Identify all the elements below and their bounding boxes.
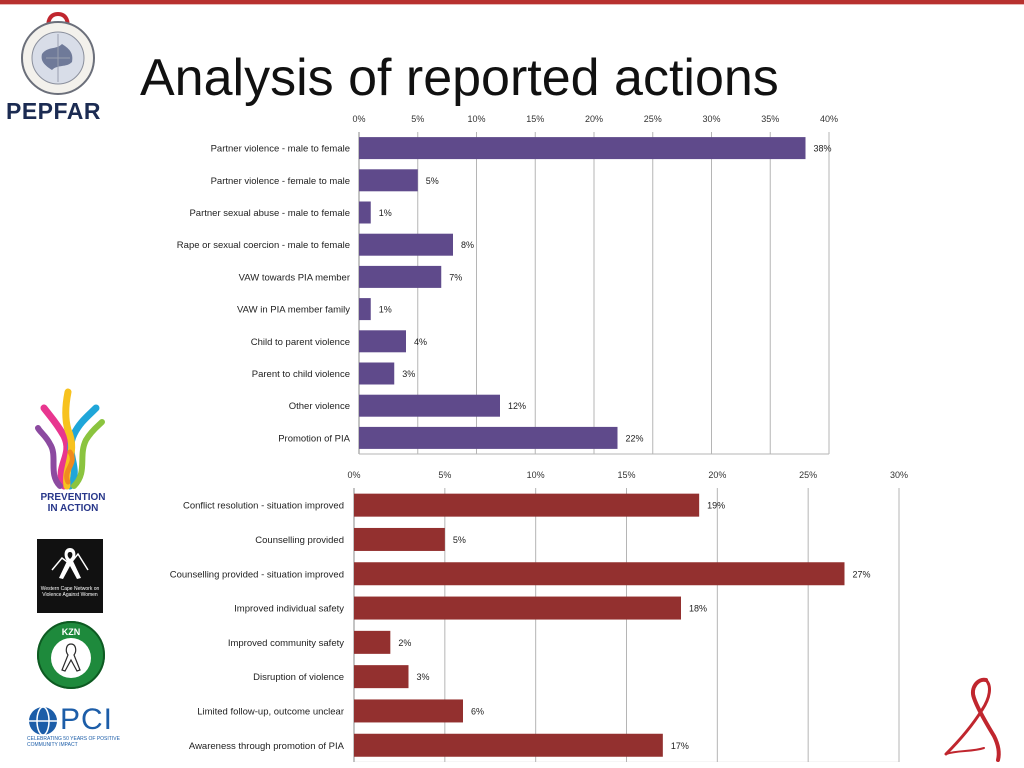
- bar: [359, 426, 618, 449]
- tick-label: 0%: [352, 114, 365, 124]
- tick-label: 30%: [890, 470, 908, 480]
- category-label: Partner violence - female to male: [211, 176, 350, 187]
- bar: [354, 596, 681, 620]
- pci-logo-text: PCI: [60, 703, 114, 736]
- pci-tagline: CELEBRATING 50 YEARS OF POSITIVE COMMUNI…: [27, 736, 120, 748]
- category-label: VAW in PIA member family: [237, 305, 350, 316]
- tick-label: 25%: [799, 470, 817, 480]
- category-label: Other violence: [289, 401, 350, 412]
- pepfar-logo-text: PEPFAR: [6, 98, 102, 124]
- tick-label: 10%: [467, 114, 485, 124]
- category-label: Disruption of violence: [253, 672, 344, 683]
- category-label: Parent to child violence: [252, 369, 350, 380]
- data-label: 8%: [461, 240, 474, 250]
- bar: [359, 394, 500, 417]
- bar: [359, 233, 453, 256]
- data-label: 3%: [402, 369, 415, 379]
- bar: [354, 699, 463, 723]
- category-label: Rape or sexual coercion - male to female: [177, 240, 350, 251]
- category-label: Counselling provided: [255, 535, 344, 546]
- bar: [359, 169, 418, 192]
- category-label: VAW towards PIA member: [239, 272, 350, 283]
- chart-actions-outcomes: 0% 5% 10% 15% 20% 25% 30% 19% Conflict resolutio…: [170, 470, 908, 762]
- data-label: 7%: [449, 272, 462, 282]
- data-label: 27%: [853, 569, 871, 579]
- data-label: 18%: [689, 604, 707, 614]
- data-label: 5%: [426, 176, 439, 186]
- data-label: 6%: [471, 706, 484, 716]
- data-label: 1%: [379, 305, 392, 315]
- tick-label: 20%: [708, 470, 726, 480]
- category-label: Promotion of PIA: [278, 433, 350, 444]
- top-accent-line: [0, 0, 1024, 4]
- bar: [354, 562, 845, 586]
- bar: [359, 201, 371, 224]
- category-label: Partner violence - male to female: [211, 144, 350, 155]
- data-label: 12%: [508, 401, 526, 411]
- tick-label: 20%: [585, 114, 603, 124]
- data-label: 17%: [671, 741, 689, 751]
- prevention-in-action-hands-logo: [35, 388, 105, 490]
- bar: [359, 330, 406, 353]
- tick-label: 30%: [702, 114, 720, 124]
- tick-label: 0%: [347, 470, 360, 480]
- tick-label: 25%: [644, 114, 662, 124]
- category-label: Child to parent violence: [251, 337, 350, 348]
- kzn-network-logo: KZN: [37, 621, 105, 689]
- bar: [354, 527, 445, 551]
- data-label: 4%: [414, 337, 427, 347]
- tick-label: 40%: [820, 114, 838, 124]
- pepfar-seal-logo: [21, 11, 95, 95]
- bar: [359, 362, 395, 385]
- tick-label: 5%: [411, 114, 424, 124]
- data-label: 3%: [417, 672, 430, 682]
- bar: [354, 493, 700, 517]
- tick-label: 5%: [438, 470, 451, 480]
- category-label: Counselling provided - situation improve…: [170, 569, 344, 580]
- category-label: Limited follow-up, outcome unclear: [197, 706, 344, 717]
- tick-label: 15%: [617, 470, 635, 480]
- page-title: Analysis of reported actions: [140, 49, 779, 107]
- tick-label: 35%: [761, 114, 779, 124]
- data-label: 1%: [379, 208, 392, 218]
- data-label: 19%: [707, 501, 725, 511]
- category-label: Improved individual safety: [234, 604, 344, 615]
- tick-label: 10%: [527, 470, 545, 480]
- data-label: 38%: [814, 144, 832, 154]
- tick-label: 15%: [526, 114, 544, 124]
- category-label: Conflict resolution - situation improved: [183, 501, 344, 512]
- data-label: 2%: [398, 638, 411, 648]
- globe-icon: [29, 706, 57, 736]
- category-label: Partner sexual abuse - male to female: [189, 208, 350, 219]
- data-label: 5%: [453, 535, 466, 545]
- bar: [354, 665, 409, 689]
- wcnvaw-logo-text: Western Cape Network on Violence Against…: [40, 586, 100, 598]
- data-label: 22%: [626, 433, 644, 443]
- bar: [354, 733, 663, 757]
- category-label: Improved community safety: [228, 638, 344, 649]
- red-ribbon-icon: [944, 677, 1001, 762]
- category-label: Awareness through promotion of PIA: [189, 741, 345, 752]
- top-accent-line-shadow: [0, 4, 1024, 5]
- bar: [359, 137, 806, 160]
- prevention-in-action-logo-text: PREVENTION IN ACTION: [40, 492, 106, 514]
- chart-reported-violence: 0% 5% 10% 15% 20% 25% 30% 35% 40% 38% Partner viol…: [177, 114, 838, 455]
- bar: [359, 298, 371, 321]
- ribbon-icon: [51, 548, 89, 579]
- bar: [354, 630, 391, 654]
- kzn-label: KZN: [62, 627, 81, 637]
- bar: [359, 265, 442, 288]
